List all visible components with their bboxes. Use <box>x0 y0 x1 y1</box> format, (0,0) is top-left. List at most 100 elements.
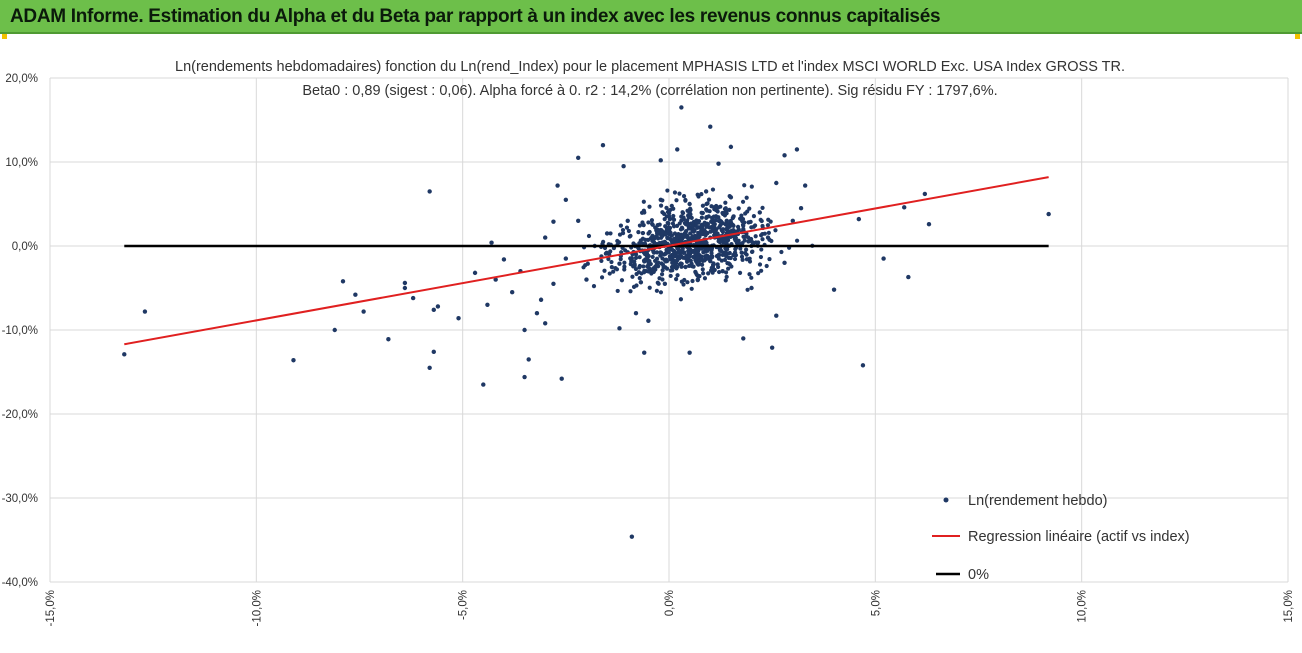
y-tick-label: 20,0% <box>5 73 38 85</box>
data-point <box>739 250 744 255</box>
data-point <box>726 266 731 271</box>
data-point <box>633 266 639 272</box>
data-point <box>802 183 808 188</box>
data-point <box>361 309 366 314</box>
data-point <box>661 211 667 216</box>
data-point <box>636 230 641 235</box>
data-point <box>668 255 673 260</box>
data-point <box>615 288 620 294</box>
data-point <box>704 207 709 212</box>
data-point <box>639 271 644 276</box>
data-point <box>735 224 741 229</box>
data-point <box>671 206 676 211</box>
data-point <box>687 350 692 355</box>
data-point <box>717 252 722 258</box>
data-point <box>649 218 655 223</box>
data-point <box>708 124 713 129</box>
data-point <box>670 239 675 245</box>
data-point <box>668 230 673 235</box>
data-point <box>402 280 408 286</box>
data-point <box>757 210 762 215</box>
data-point <box>727 250 732 256</box>
x-tick-label: 10,0% <box>1077 590 1089 623</box>
data-point <box>620 227 626 233</box>
data-point <box>700 203 706 208</box>
data-point <box>748 236 754 242</box>
data-point <box>680 210 686 216</box>
data-point <box>728 234 733 240</box>
data-point <box>644 253 649 258</box>
data-point <box>679 218 684 223</box>
data-point <box>718 239 723 245</box>
data-point <box>728 255 733 261</box>
data-point <box>672 236 677 242</box>
data-point <box>716 256 721 261</box>
data-point <box>717 225 722 230</box>
data-point <box>717 269 722 275</box>
data-point <box>759 268 764 273</box>
data-point <box>749 285 754 291</box>
data-point <box>701 271 706 276</box>
data-point <box>720 210 725 216</box>
data-point <box>679 237 684 242</box>
data-point <box>720 269 725 274</box>
data-point <box>653 225 658 230</box>
data-point <box>738 246 743 251</box>
data-point <box>760 237 765 242</box>
data-point <box>724 274 729 279</box>
data-point <box>674 263 679 268</box>
data-point <box>681 255 686 260</box>
data-point <box>709 251 714 256</box>
data-point <box>618 223 624 228</box>
data-point <box>703 249 708 254</box>
data-point <box>654 256 660 261</box>
data-point <box>629 534 635 539</box>
data-point <box>710 187 716 192</box>
data-point <box>619 278 625 283</box>
data-point <box>699 192 704 197</box>
data-point <box>435 304 441 309</box>
data-point <box>632 263 637 269</box>
data-point <box>668 268 673 273</box>
data-point <box>674 198 679 203</box>
data-point <box>427 189 432 194</box>
data-point <box>922 191 928 197</box>
data-point <box>670 216 675 221</box>
data-point <box>750 249 755 254</box>
data-point <box>650 221 655 227</box>
data-point <box>601 239 606 244</box>
data-point <box>724 211 729 216</box>
data-point <box>630 274 635 279</box>
data-point <box>642 268 647 273</box>
data-point <box>723 206 728 211</box>
data-point <box>678 227 684 232</box>
data-point <box>724 247 729 252</box>
data-point <box>604 231 610 236</box>
data-point <box>740 219 745 224</box>
data-point <box>742 183 747 188</box>
data-point <box>682 277 687 283</box>
data-point <box>626 228 632 234</box>
data-point <box>637 275 642 281</box>
data-point <box>660 268 665 273</box>
data-point <box>660 233 665 239</box>
legend-label: Regression linéaire (actif vs index) <box>968 529 1190 545</box>
chart-subtitle: Beta0 : 0,89 (sigest : 0,06). Alpha forc… <box>302 83 997 99</box>
data-point <box>766 230 771 235</box>
data-point <box>522 374 527 380</box>
y-tick-label: -30,0% <box>2 493 38 505</box>
data-point <box>656 260 661 265</box>
data-point <box>657 276 662 281</box>
data-point <box>534 311 540 316</box>
data-point <box>646 318 651 323</box>
data-point <box>749 225 754 230</box>
corner-marker-left <box>2 34 7 39</box>
data-point <box>699 215 704 220</box>
data-point <box>617 232 623 237</box>
data-point <box>698 231 704 237</box>
data-point <box>747 259 753 264</box>
data-point <box>740 240 745 246</box>
data-point <box>637 223 642 228</box>
data-point <box>625 218 630 223</box>
data-point <box>481 382 486 387</box>
